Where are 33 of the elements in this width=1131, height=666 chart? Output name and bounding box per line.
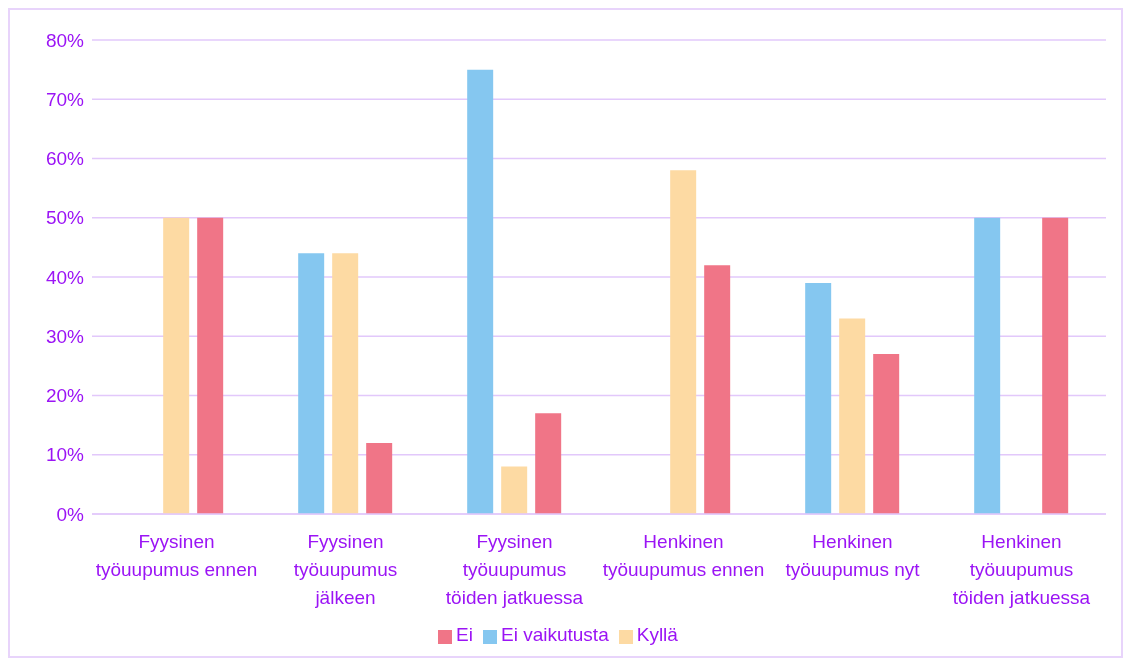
bar — [501, 466, 528, 514]
legend-label: Kyllä — [636, 624, 678, 645]
y-tick-label: 10% — [45, 444, 85, 466]
y-tick-label: 40% — [45, 266, 85, 288]
bar — [467, 69, 494, 514]
x-tick-label: Henkinen työuupumus nyt — [785, 531, 921, 580]
x-tick-label: Fyysinen työuupumus töiden jatkuessa — [445, 531, 584, 608]
x-tick-label: Henkinen työuupumus ennen — [602, 531, 765, 580]
bar — [805, 282, 832, 514]
bar — [974, 217, 1001, 514]
y-tick-label: 30% — [45, 325, 85, 347]
legend-label: Ei vaikutusta — [500, 624, 609, 645]
y-tick-label: 20% — [45, 385, 85, 407]
bar — [163, 217, 190, 514]
bar — [704, 265, 731, 514]
legend-label: Ei — [456, 624, 473, 645]
bar — [1042, 217, 1069, 514]
bar — [366, 442, 393, 514]
y-tick-label: 50% — [45, 207, 85, 229]
y-tick-label: 60% — [45, 148, 85, 170]
bar — [535, 413, 562, 514]
x-tick-label: Fyysinen työuupumus ennen — [95, 531, 258, 580]
y-tick-label: 70% — [45, 89, 85, 110]
bar — [197, 217, 224, 514]
y-tick-label: 0% — [56, 503, 85, 525]
y-tick-label: 80% — [45, 29, 85, 51]
bar — [839, 318, 866, 514]
bar — [332, 253, 359, 514]
x-tick-label: Henkinen työuupumus töiden jatkuessa — [952, 531, 1091, 608]
bar — [298, 253, 325, 514]
x-tick-label: Fyysinen työuupumus jälkeen — [293, 531, 398, 608]
bar — [873, 354, 900, 514]
bar — [670, 170, 697, 514]
